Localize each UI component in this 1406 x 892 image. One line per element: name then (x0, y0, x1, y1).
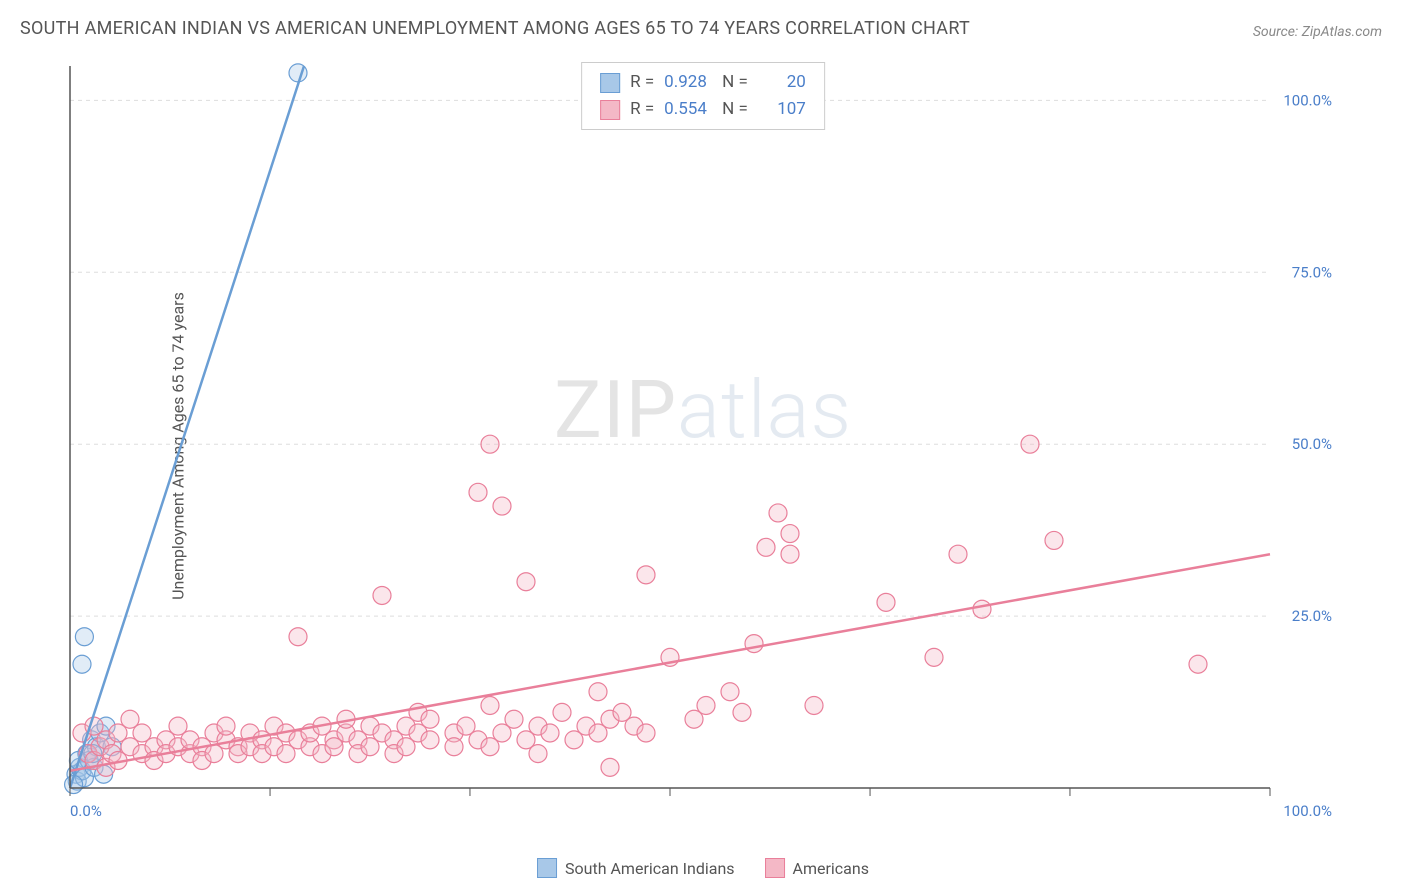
data-point (637, 724, 655, 742)
data-point (73, 655, 91, 673)
legend-label: South American Indians (565, 859, 735, 878)
data-point (733, 703, 751, 721)
stats-row: R = 0.928 N = 20 (600, 69, 806, 96)
trend-line (70, 554, 1270, 771)
data-point (1045, 531, 1063, 549)
r-value: 0.928 (664, 69, 712, 96)
n-label: N = (722, 96, 748, 123)
data-point (745, 635, 763, 653)
data-point (529, 745, 547, 763)
y-tick-label: 50.0% (1292, 435, 1332, 453)
data-point (373, 586, 391, 604)
y-tick-label: 75.0% (1292, 263, 1332, 281)
data-point (721, 683, 739, 701)
legend-swatch (537, 858, 557, 878)
data-point (75, 628, 93, 646)
data-point (781, 525, 799, 543)
scatter-plot: 25.0% 50.0% 75.0% 100.0% 0.0% 100.0% (60, 58, 1340, 828)
data-point (925, 648, 943, 666)
n-value: 107 (758, 96, 806, 123)
data-point (769, 504, 787, 522)
data-point (781, 545, 799, 563)
legend-label: Americans (793, 859, 869, 878)
correlation-stats-box: R = 0.928 N = 20 R = 0.554 N = 107 (581, 62, 825, 130)
legend-item: Americans (765, 858, 869, 878)
chart-title: SOUTH AMERICAN INDIAN VS AMERICAN UNEMPL… (20, 18, 970, 39)
source-credit: Source: ZipAtlas.com (1253, 24, 1382, 40)
data-point (421, 731, 439, 749)
legend-item: South American Indians (537, 858, 735, 878)
data-point (601, 758, 619, 776)
r-value: 0.554 (664, 96, 712, 123)
r-label: R = (630, 96, 654, 123)
data-point (553, 703, 571, 721)
data-point (973, 600, 991, 618)
data-point (757, 538, 775, 556)
data-point (217, 717, 235, 735)
data-point (877, 593, 895, 611)
y-tick-label: 100.0% (1283, 91, 1332, 109)
data-point (481, 696, 499, 714)
series-legend: South American Indians Americans (537, 858, 869, 878)
x-tick-label: 0.0% (70, 802, 102, 820)
data-point (469, 483, 487, 501)
data-point (697, 696, 715, 714)
n-value: 20 (758, 69, 806, 96)
data-point (493, 497, 511, 515)
stats-row: R = 0.554 N = 107 (600, 96, 806, 123)
data-point (505, 710, 523, 728)
data-point (949, 545, 967, 563)
trend-line (70, 66, 304, 788)
data-point (445, 738, 463, 756)
data-point (1189, 655, 1207, 673)
data-point (517, 573, 535, 591)
x-tick-label: 100.0% (1283, 802, 1332, 820)
data-point (589, 683, 607, 701)
n-label: N = (722, 69, 748, 96)
series-swatch (600, 73, 620, 93)
r-label: R = (630, 69, 654, 96)
series-swatch (600, 100, 620, 120)
legend-swatch (765, 858, 785, 878)
data-point (481, 435, 499, 453)
y-tick-label: 25.0% (1292, 607, 1332, 625)
data-point (541, 724, 559, 742)
data-point (1021, 435, 1039, 453)
data-point (289, 628, 307, 646)
data-point (637, 566, 655, 584)
data-point (805, 696, 823, 714)
data-point (421, 710, 439, 728)
